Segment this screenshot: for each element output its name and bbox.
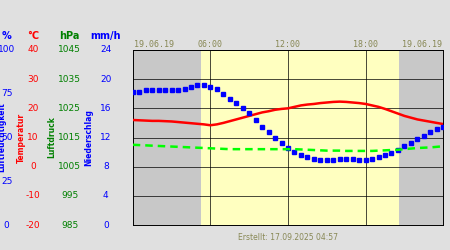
Text: %: % xyxy=(2,31,12,41)
Text: Niederschlag: Niederschlag xyxy=(84,109,93,166)
Text: 40: 40 xyxy=(27,46,39,54)
Text: -10: -10 xyxy=(26,191,40,200)
Text: 0: 0 xyxy=(4,220,9,230)
Text: 1035: 1035 xyxy=(58,75,81,84)
Text: 1025: 1025 xyxy=(58,104,81,113)
Text: 20: 20 xyxy=(27,104,39,113)
Text: 985: 985 xyxy=(61,220,78,230)
Text: Luftfeuchtigkeit: Luftfeuchtigkeit xyxy=(0,102,6,172)
Text: 19.06.19: 19.06.19 xyxy=(402,40,442,49)
Text: 100: 100 xyxy=(0,46,15,54)
Text: 30: 30 xyxy=(27,75,39,84)
Text: 8: 8 xyxy=(103,162,108,171)
Text: 0: 0 xyxy=(103,220,108,230)
Text: 4: 4 xyxy=(103,191,108,200)
Text: -20: -20 xyxy=(26,220,40,230)
Text: °C: °C xyxy=(27,31,39,41)
Bar xyxy=(201,50,399,225)
Text: Luftdruck: Luftdruck xyxy=(47,116,56,158)
Text: 1015: 1015 xyxy=(58,133,81,142)
Text: mm/h: mm/h xyxy=(90,31,121,41)
Text: hPa: hPa xyxy=(59,31,80,41)
Text: 12: 12 xyxy=(100,133,112,142)
Text: 25: 25 xyxy=(1,177,13,186)
Text: 0: 0 xyxy=(30,162,36,171)
Text: 1005: 1005 xyxy=(58,162,81,171)
Text: 995: 995 xyxy=(61,191,78,200)
Text: 20: 20 xyxy=(100,75,112,84)
Text: 75: 75 xyxy=(1,89,13,98)
Text: Temperatur: Temperatur xyxy=(17,112,26,162)
Text: 19.06.19: 19.06.19 xyxy=(134,40,174,49)
Text: 24: 24 xyxy=(100,46,112,54)
Text: 1045: 1045 xyxy=(58,46,81,54)
Text: 50: 50 xyxy=(1,133,13,142)
Text: 10: 10 xyxy=(27,133,39,142)
Text: 16: 16 xyxy=(100,104,112,113)
Text: Erstellt: 17.09.2025 04:57: Erstellt: 17.09.2025 04:57 xyxy=(238,234,338,242)
